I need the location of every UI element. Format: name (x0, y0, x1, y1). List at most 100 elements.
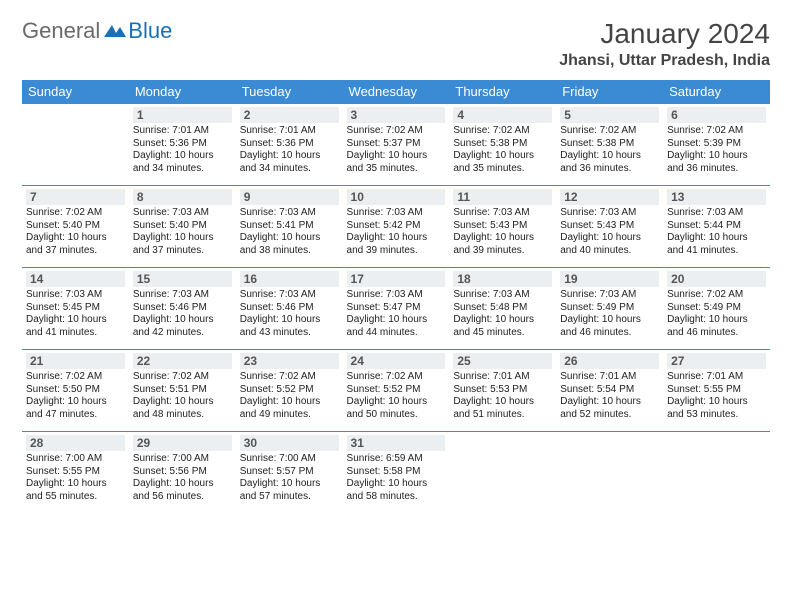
day-details: Sunrise: 7:03 AMSunset: 5:49 PMDaylight:… (560, 289, 659, 339)
sunset-line: Sunset: 5:40 PM (26, 220, 125, 233)
sunset-line: Sunset: 5:51 PM (133, 384, 232, 397)
day-number: 14 (26, 271, 125, 287)
calendar-day-cell: 2Sunrise: 7:01 AMSunset: 5:36 PMDaylight… (236, 104, 343, 186)
calendar-day-cell: 4 Sunrise: 7:02 AMSunset: 5:38 PMDaylight… (449, 104, 556, 186)
calendar-day-cell: 12Sunrise: 7:03 AMSunset: 5:43 PMDayligh… (556, 186, 663, 268)
day-number: 9 (240, 189, 339, 205)
day-number: 5 (560, 107, 659, 123)
sunset-line: Sunset: 5:49 PM (667, 302, 766, 315)
sunrise-line: Sunrise: 7:02 AM (453, 125, 552, 138)
sunrise-line: Sunrise: 7:03 AM (560, 207, 659, 220)
calendar-day-cell: 14Sunrise: 7:03 AMSunset: 5:45 PMDayligh… (22, 268, 129, 350)
calendar-day-cell: 7 Sunrise: 7:02 AMSunset: 5:40 PMDaylight… (22, 186, 129, 268)
day-number: 1 (133, 107, 232, 123)
sunset-line: Sunset: 5:49 PM (560, 302, 659, 315)
sunset-line: Sunset: 5:39 PM (667, 138, 766, 151)
calendar-week-row: 28Sunrise: 7:00 AMSunset: 5:55 PMDayligh… (22, 432, 770, 514)
sunset-line: Sunset: 5:47 PM (347, 302, 446, 315)
calendar-day-cell: 19 Sunrise: 7:03 AMSunset: 5:49 PMDayligh… (556, 268, 663, 350)
sunrise-line: Sunrise: 7:03 AM (560, 289, 659, 302)
sunset-line: Sunset: 5:48 PM (453, 302, 552, 315)
daylight-line: Daylight: 10 hours and 56 minutes. (133, 478, 232, 503)
day-number: 23 (240, 353, 339, 369)
day-number: 8 (133, 189, 232, 205)
sunset-line: Sunset: 5:36 PM (240, 138, 339, 151)
calendar-day-cell: 30Sunrise: 7:00 AMSunset: 5:57 PMDayligh… (236, 432, 343, 514)
day-details: Sunrise: 7:02 AMSunset: 5:38 PMDaylight:… (453, 125, 552, 175)
sunset-line: Sunset: 5:57 PM (240, 466, 339, 479)
daylight-line: Daylight: 10 hours and 35 minutes. (453, 150, 552, 175)
day-number: 20 (667, 271, 766, 287)
day-details: Sunrise: 7:02 AMSunset: 5:40 PMDaylight:… (26, 207, 125, 257)
sunrise-line: Sunrise: 7:02 AM (26, 207, 125, 220)
day-number: 7 (26, 189, 125, 205)
sunrise-line: Sunrise: 7:03 AM (133, 289, 232, 302)
sunset-line: Sunset: 5:50 PM (26, 384, 125, 397)
day-number: 22 (133, 353, 232, 369)
sunrise-line: Sunrise: 7:03 AM (347, 289, 446, 302)
calendar-body: 1Sunrise: 7:01 AMSunset: 5:36 PMDaylight… (22, 104, 770, 514)
calendar-day-cell: 11Sunrise: 7:03 AMSunset: 5:43 PMDayligh… (449, 186, 556, 268)
sunrise-line: Sunrise: 7:02 AM (560, 125, 659, 138)
daylight-line: Daylight: 10 hours and 58 minutes. (347, 478, 446, 503)
calendar-day-cell: 24Sunrise: 7:02 AMSunset: 5:52 PMDayligh… (343, 350, 450, 432)
sunset-line: Sunset: 5:41 PM (240, 220, 339, 233)
day-number: 21 (26, 353, 125, 369)
calendar-day-cell: 5Sunrise: 7:02 AMSunset: 5:38 PMDaylight… (556, 104, 663, 186)
calendar-day-cell: 17Sunrise: 7:03 AMSunset: 5:47 PMDayligh… (343, 268, 450, 350)
sunrise-line: Sunrise: 7:03 AM (347, 207, 446, 220)
sunrise-line: Sunrise: 7:00 AM (26, 453, 125, 466)
daylight-line: Daylight: 10 hours and 37 minutes. (26, 232, 125, 257)
day-number: 19 (560, 271, 659, 287)
calendar-week-row: 7Sunrise: 7:02 AMSunset: 5:40 PMDaylight… (22, 186, 770, 268)
title-block: January 2024 Jhansi, Uttar Pradesh, Indi… (559, 18, 770, 70)
sunrise-line: Sunrise: 7:03 AM (667, 207, 766, 220)
day-details: Sunrise: 7:03 AMSunset: 5:43 PMDaylight:… (560, 207, 659, 257)
sunrise-line: Sunrise: 7:03 AM (453, 207, 552, 220)
daylight-line: Daylight: 10 hours and 39 minutes. (453, 232, 552, 257)
brand-part2: Blue (128, 18, 172, 44)
day-details: Sunrise: 7:01 AMSunset: 5:36 PMDaylight:… (240, 125, 339, 175)
day-number: 31 (347, 435, 446, 451)
day-details: Sunrise: 7:01 AMSunset: 5:36 PMDaylight:… (133, 125, 232, 175)
sunrise-line: Sunrise: 7:03 AM (240, 207, 339, 220)
day-details: Sunrise: 7:01 AMSunset: 5:55 PMDaylight:… (667, 371, 766, 421)
weekday-header: Wednesday (343, 80, 450, 104)
sunset-line: Sunset: 5:52 PM (240, 384, 339, 397)
calendar-day-cell: 26Sunrise: 7:01 AMSunset: 5:54 PMDayligh… (556, 350, 663, 432)
weekday-header: Thursday (449, 80, 556, 104)
calendar-empty-cell (22, 104, 129, 186)
sunset-line: Sunset: 5:55 PM (667, 384, 766, 397)
sunrise-line: Sunrise: 7:01 AM (133, 125, 232, 138)
day-details: Sunrise: 7:00 AMSunset: 5:56 PMDaylight:… (133, 453, 232, 503)
sunset-line: Sunset: 5:38 PM (453, 138, 552, 151)
sunset-line: Sunset: 5:54 PM (560, 384, 659, 397)
sunrise-line: Sunrise: 7:01 AM (560, 371, 659, 384)
day-number: 4 (453, 107, 552, 123)
daylight-line: Daylight: 10 hours and 36 minutes. (667, 150, 766, 175)
calendar-day-cell: 9Sunrise: 7:03 AMSunset: 5:41 PMDaylight… (236, 186, 343, 268)
sunrise-line: Sunrise: 7:03 AM (240, 289, 339, 302)
daylight-line: Daylight: 10 hours and 34 minutes. (133, 150, 232, 175)
day-details: Sunrise: 7:02 AMSunset: 5:51 PMDaylight:… (133, 371, 232, 421)
calendar-day-cell: 29Sunrise: 7:00 AMSunset: 5:56 PMDayligh… (129, 432, 236, 514)
day-details: Sunrise: 7:03 AMSunset: 5:46 PMDaylight:… (240, 289, 339, 339)
daylight-line: Daylight: 10 hours and 34 minutes. (240, 150, 339, 175)
day-number: 16 (240, 271, 339, 287)
sunset-line: Sunset: 5:38 PM (560, 138, 659, 151)
sunrise-line: Sunrise: 7:01 AM (667, 371, 766, 384)
daylight-line: Daylight: 10 hours and 53 minutes. (667, 396, 766, 421)
day-details: Sunrise: 7:02 AMSunset: 5:39 PMDaylight:… (667, 125, 766, 175)
calendar-day-cell: 28Sunrise: 7:00 AMSunset: 5:55 PMDayligh… (22, 432, 129, 514)
wave-icon (104, 23, 126, 39)
sunrise-line: Sunrise: 7:03 AM (133, 207, 232, 220)
day-details: Sunrise: 7:02 AMSunset: 5:37 PMDaylight:… (347, 125, 446, 175)
sunset-line: Sunset: 5:36 PM (133, 138, 232, 151)
sunrise-line: Sunrise: 7:01 AM (240, 125, 339, 138)
daylight-line: Daylight: 10 hours and 52 minutes. (560, 396, 659, 421)
daylight-line: Daylight: 10 hours and 46 minutes. (560, 314, 659, 339)
calendar-week-row: 21Sunrise: 7:02 AMSunset: 5:50 PMDayligh… (22, 350, 770, 432)
sunset-line: Sunset: 5:46 PM (240, 302, 339, 315)
sunrise-line: Sunrise: 7:00 AM (240, 453, 339, 466)
sunset-line: Sunset: 5:45 PM (26, 302, 125, 315)
